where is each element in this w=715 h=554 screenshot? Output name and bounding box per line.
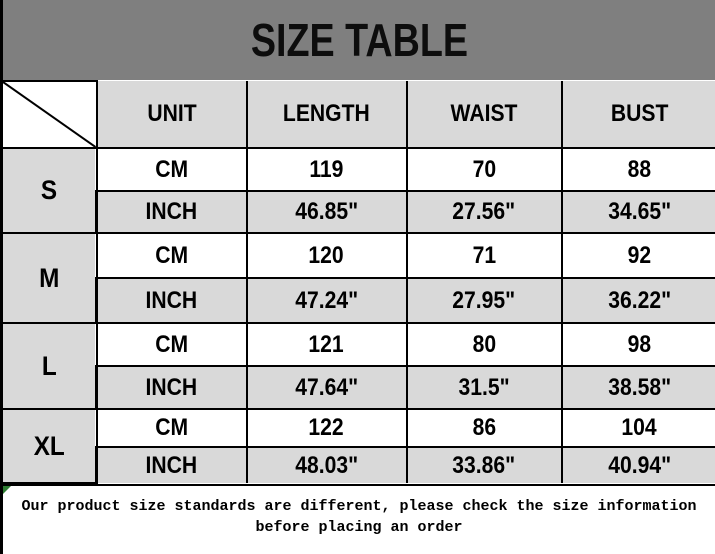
length-value: 48.03" (295, 451, 358, 479)
table-row: INCH 48.03" 33.86" 40.94" (2, 446, 715, 483)
size-label: S (40, 175, 58, 205)
value-cell: 31.5" (405, 365, 563, 410)
length-value: 46.85" (295, 198, 358, 225)
value-cell: 47.64" (245, 365, 408, 410)
size-label-cell-xl: XL (0, 408, 98, 484)
value-cell: 48.03" (245, 446, 408, 483)
unit-cell: CM (95, 408, 248, 448)
table-row: M CM 120 71 92 (0, 232, 715, 324)
value-cell: 119 (245, 147, 408, 192)
column-header-length: LENGTH (245, 81, 408, 149)
value-cell: 98 (560, 322, 715, 367)
bust-value: 104 (621, 414, 658, 441)
unit-cell: INCH (95, 446, 248, 483)
length-value: 119 (309, 155, 344, 183)
bust-value: 36.22" (608, 286, 671, 314)
length-value: 47.64" (295, 373, 358, 401)
unit-cell: INCH (95, 365, 248, 410)
table-row: INCH 46.85" 27.56" 34.65" (2, 190, 715, 234)
value-cell: 86 (405, 408, 563, 448)
value-cell: 34.65" (560, 190, 715, 234)
waist-value: 27.95" (452, 286, 516, 314)
size-label: L (41, 350, 57, 381)
unit-label: CM (155, 155, 188, 183)
size-label-cell-m: M (0, 232, 98, 324)
unit-cell: INCH (95, 190, 248, 234)
bust-value: 88 (627, 155, 652, 183)
value-cell: 88 (560, 147, 715, 192)
diagonal-line-icon (3, 82, 96, 147)
footer-note: Our product size standards are different… (0, 484, 715, 554)
column-header-bust: BUST (560, 81, 715, 149)
unit-label: CM (155, 330, 188, 358)
unit-label: INCH (145, 451, 198, 479)
unit-cell: CM (95, 147, 248, 192)
waist-value: 71 (472, 241, 496, 269)
length-value: 120 (308, 241, 345, 269)
value-cell: 120 (245, 232, 408, 279)
value-cell: 27.56" (405, 190, 563, 234)
value-cell: 92 (560, 232, 715, 279)
table-row: INCH 47.64" 31.5" 38.58" (2, 365, 715, 410)
value-cell: 70 (405, 147, 563, 192)
table-row: L CM 121 80 98 (0, 322, 715, 410)
table-row: XL CM 122 86 104 (0, 408, 715, 484)
column-header-waist: WAIST (405, 81, 563, 149)
waist-value: 70 (472, 155, 496, 183)
size-label-cell-l: L (0, 322, 98, 410)
waist-value: 80 (472, 330, 496, 358)
size-label: XL (33, 430, 65, 461)
column-header-label: BUST (610, 100, 669, 127)
size-label-cell-s: S (0, 147, 98, 234)
waist-value: 31.5" (458, 373, 510, 401)
column-header-label: WAIST (450, 100, 518, 127)
length-value: 47.24" (295, 286, 358, 314)
value-cell: 27.95" (405, 277, 563, 324)
bust-value: 40.94" (608, 451, 671, 479)
value-cell: 47.24" (245, 277, 408, 324)
page-title: SIZE TABLE (250, 14, 468, 66)
bust-value: 38.58" (608, 373, 671, 401)
size-label: M (38, 262, 60, 293)
value-cell: 122 (245, 408, 408, 448)
column-header-unit: UNIT (95, 81, 248, 149)
column-header-label: UNIT (146, 100, 197, 127)
waist-value: 33.86" (452, 451, 516, 479)
unit-cell: INCH (95, 277, 248, 324)
value-cell: 33.86" (405, 446, 563, 483)
bust-value: 34.65" (608, 198, 671, 225)
value-cell: 80 (405, 322, 563, 367)
footer-note-line2: before placing an order (255, 519, 463, 536)
footer-note-line1: Our product size standards are different… (21, 498, 697, 515)
size-table: UNIT LENGTH WAIST BUST S CM 119 70 88 IN… (0, 80, 715, 484)
table-row: S CM 119 70 88 (0, 147, 715, 234)
bust-value: 98 (627, 330, 652, 358)
unit-cell: CM (95, 322, 248, 367)
value-cell: 121 (245, 322, 408, 367)
unit-cell: CM (95, 232, 248, 279)
corner-cell (0, 80, 98, 149)
bust-value: 92 (627, 241, 652, 269)
unit-label: INCH (145, 373, 198, 401)
unit-label: CM (155, 241, 188, 269)
length-value: 122 (308, 414, 345, 441)
unit-label: INCH (145, 198, 198, 225)
waist-value: 27.56" (452, 198, 516, 225)
excel-corner-flag-icon (3, 486, 11, 494)
column-header-label: LENGTH (283, 100, 370, 127)
value-cell: 71 (405, 232, 563, 279)
value-cell: 38.58" (560, 365, 715, 410)
value-cell: 104 (560, 408, 715, 448)
length-value: 121 (308, 330, 345, 358)
table-row: INCH 47.24" 27.95" 36.22" (2, 277, 715, 324)
value-cell: 36.22" (560, 277, 715, 324)
table-header-row: UNIT LENGTH WAIST BUST (0, 80, 715, 149)
unit-label: CM (155, 414, 188, 441)
title-bar: SIZE TABLE (0, 0, 715, 80)
value-cell: 40.94" (560, 446, 715, 483)
value-cell: 46.85" (245, 190, 408, 234)
waist-value: 86 (472, 414, 496, 441)
unit-label: INCH (145, 286, 198, 314)
